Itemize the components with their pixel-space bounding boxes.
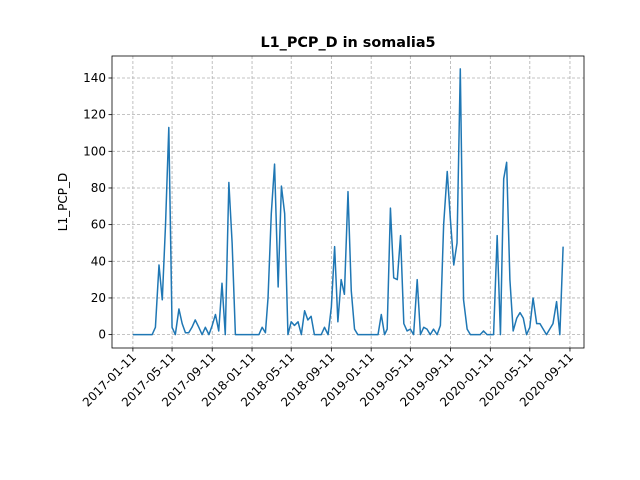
y-tick-label: 100 [83, 144, 106, 158]
chart-title: L1_PCP_D in somalia5 [260, 35, 435, 51]
axes-frame [111, 55, 585, 349]
y-tick-label: 80 [91, 181, 106, 195]
y-tick-label: 140 [83, 71, 106, 85]
y-axis-label: L1_PCP_D [56, 173, 70, 231]
data-line [132, 68, 564, 336]
y-tick-label: 40 [91, 254, 106, 268]
y-tick-label: 0 [98, 328, 106, 342]
y-tick-label: 120 [83, 108, 106, 122]
y-tick-label: 20 [91, 291, 106, 305]
y-tick-label: 60 [91, 218, 106, 232]
